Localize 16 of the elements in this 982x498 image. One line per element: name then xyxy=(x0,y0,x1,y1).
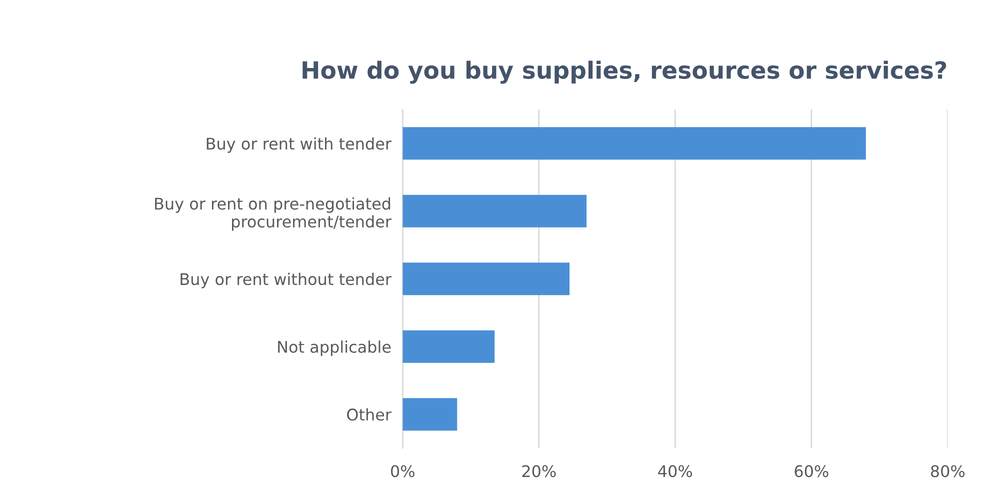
x-tick-label: 80% xyxy=(930,465,964,478)
bar xyxy=(402,398,458,431)
bar xyxy=(402,330,495,363)
y-tick-label: Other xyxy=(347,408,392,421)
chart-title: How do you buy supplies, resources or services? xyxy=(302,60,946,84)
y-tick-label: Buy or rent without tender xyxy=(180,272,392,288)
bar xyxy=(402,127,866,160)
bar xyxy=(402,262,570,296)
x-tick-label: 40% xyxy=(658,465,692,478)
y-tick-label: Not applicable xyxy=(278,340,391,356)
y-tick-label: Buy or rent with tender xyxy=(206,137,392,153)
bar xyxy=(402,194,587,228)
y-tick-label: Buy or rent on pre-negotiated procurement/tender xyxy=(155,197,392,231)
x-tick-label: 0% xyxy=(391,465,414,478)
x-tick-label: 20% xyxy=(522,465,556,478)
x-tick-label: 60% xyxy=(794,465,828,478)
